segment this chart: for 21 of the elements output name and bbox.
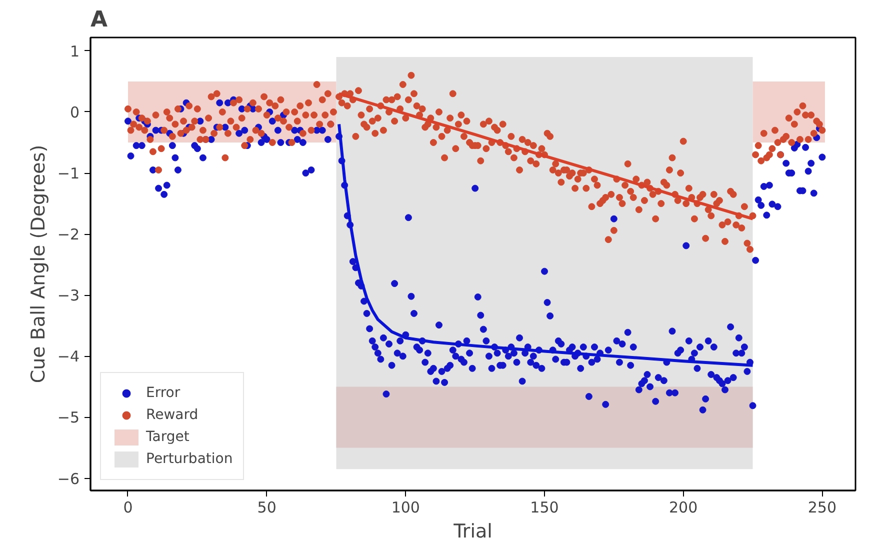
chart-title: A <box>90 8 108 32</box>
y-tick-label: −4 <box>57 348 80 366</box>
x-tick-label: 0 <box>123 498 133 516</box>
y-axis-title: Cue Ball Angle (Degrees) <box>27 144 50 384</box>
y-tick-label: −2 <box>57 226 80 244</box>
y-tick-label: −6 <box>57 470 80 488</box>
y-tick-label: −3 <box>57 286 80 305</box>
x-tick-label: 250 <box>808 498 837 516</box>
y-tick-label: −5 <box>57 408 80 427</box>
y-tick-label: 0 <box>70 103 80 122</box>
y-tick-label: −1 <box>57 164 80 183</box>
legend-label: Target <box>146 429 190 445</box>
x-axis-title: Trial <box>452 520 492 542</box>
x-tick-label: 50 <box>257 498 276 516</box>
y-tick-label: 1 <box>70 42 80 60</box>
x-tick-label: 100 <box>391 498 420 516</box>
x-tick-label: 200 <box>669 498 698 516</box>
legend-label: Error <box>146 385 180 401</box>
legend-label: Perturbation <box>146 451 233 467</box>
legend-label: Reward <box>146 407 198 423</box>
x-tick-label: 150 <box>530 498 559 516</box>
